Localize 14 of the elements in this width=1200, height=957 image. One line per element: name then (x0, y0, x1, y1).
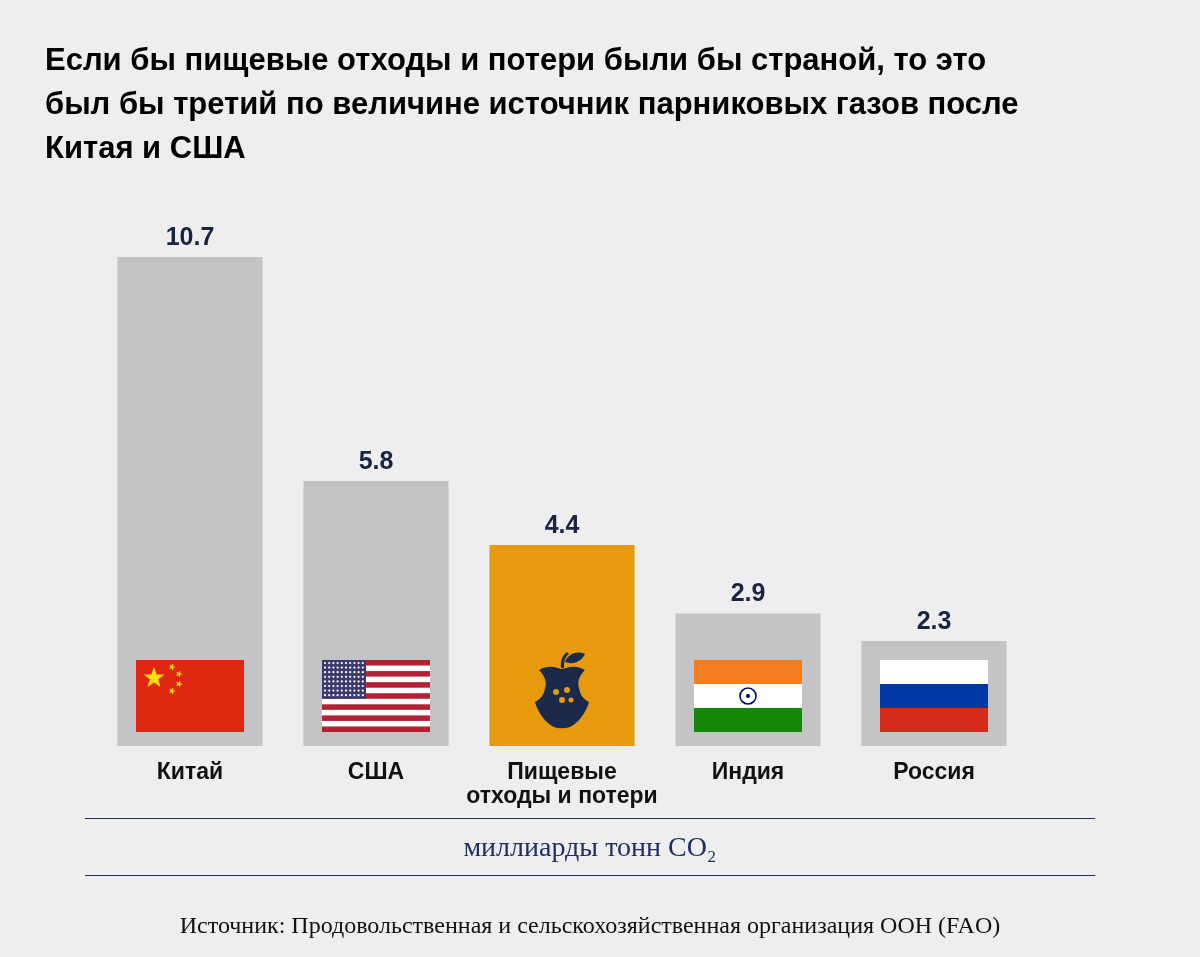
chart-title: Если бы пищевые отходы и потери были бы страной, то это был бы третий по величине источник парниковых газов после Китая и США (45, 41, 1020, 167)
text: Источник: Продовольственная и сельскохозяйственная организация ООН (FAO) (178, 912, 1002, 939)
data-label: 5.8 (358, 445, 394, 474)
data-label: 4.4 (544, 509, 580, 538)
data-label: 2.9 (730, 578, 766, 607)
data-label: 10.7 (165, 222, 215, 250)
x-tick-label: Индия (711, 757, 785, 784)
bar (489, 544, 635, 746)
x-tick-label: Пищевые отходы и потери (466, 757, 658, 808)
data-label: 2.3 (916, 605, 952, 634)
x-axis-title: миллиарды тонн CO₂ (85, 818, 1095, 876)
x-tick-label: Россия (893, 757, 975, 784)
x-tick-label: США (347, 757, 405, 784)
x-tick-label: Китай (156, 757, 224, 784)
